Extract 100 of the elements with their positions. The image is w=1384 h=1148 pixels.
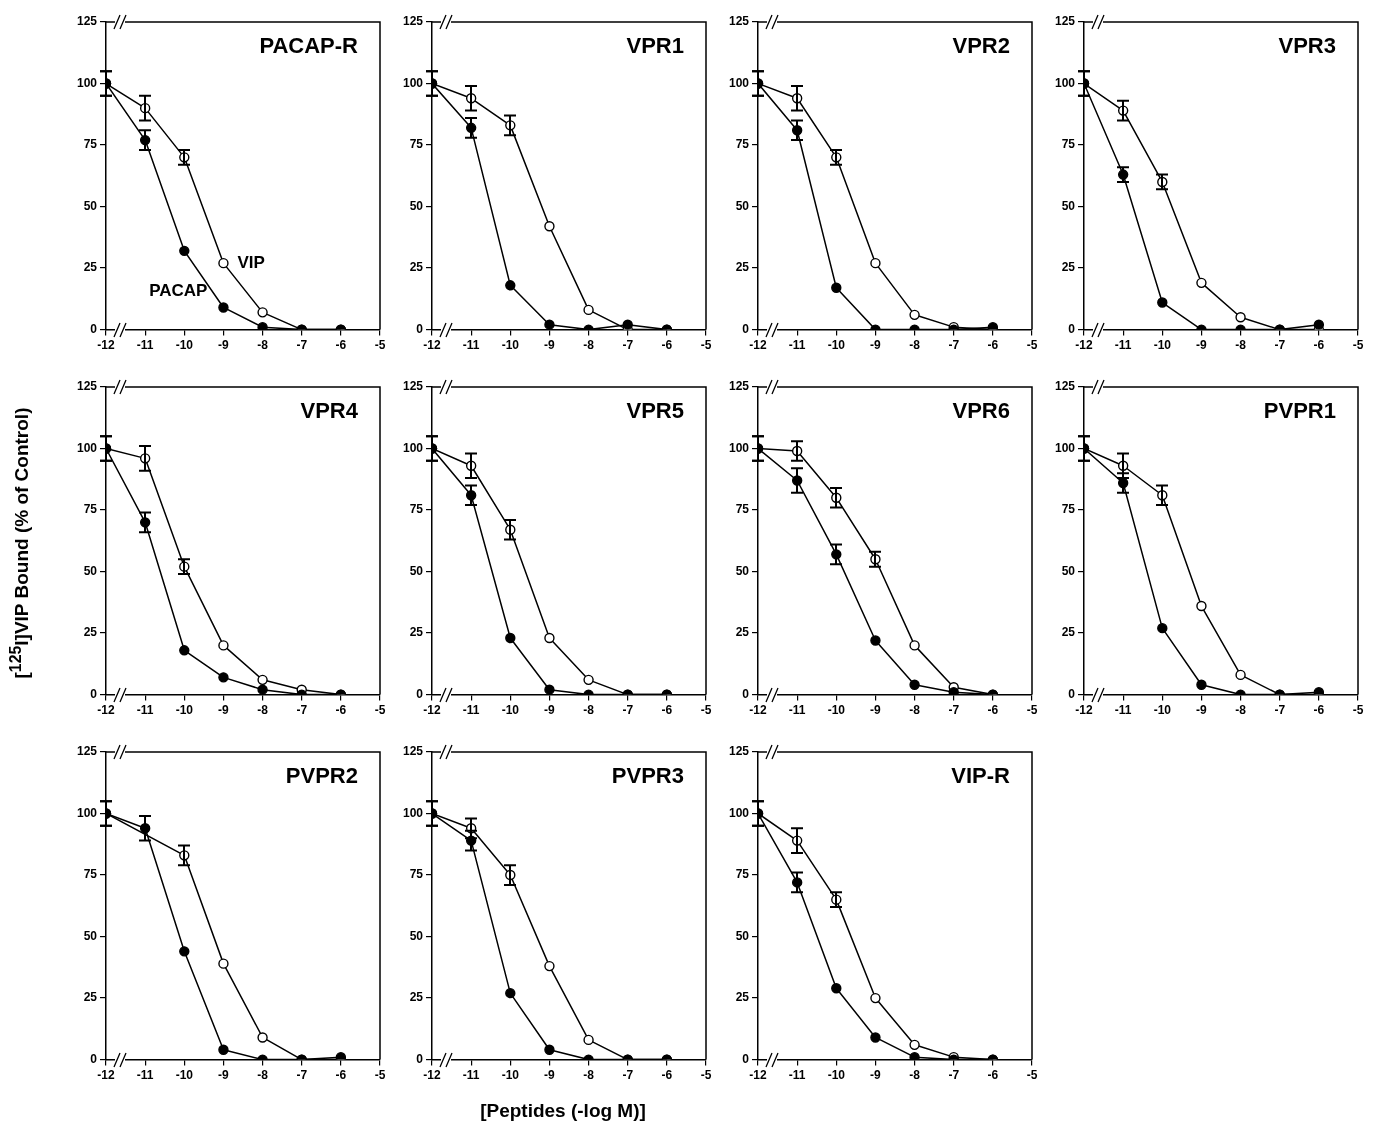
text: VPR2 <box>952 33 1010 59</box>
y-tick-label: 50 <box>83 198 98 213</box>
y-tick-label: 75 <box>409 867 424 882</box>
y-tick-label: 50 <box>735 198 750 213</box>
x-tick-label: -6 <box>1313 703 1325 718</box>
x-tick-label: -6 <box>335 338 347 353</box>
x-tick-label: -10 <box>175 338 194 353</box>
x-tick-label: -6 <box>661 338 673 353</box>
x-tick-label: -6 <box>987 703 999 718</box>
y-tick-label: 75 <box>735 137 750 152</box>
x-tick-label: -11 <box>788 1068 806 1083</box>
y-tick-label: 75 <box>735 867 750 882</box>
x-tick-label: -7 <box>948 703 960 718</box>
y-tick-label: 0 <box>742 321 750 336</box>
y-tick-label: 0 <box>90 321 98 336</box>
x-tick-label: -7 <box>622 1068 634 1083</box>
y-tick-label: 125 <box>402 744 424 759</box>
x-tick-label: -8 <box>583 1068 595 1083</box>
x-tick-label: -8 <box>1235 703 1247 718</box>
x-tick-label: -12 <box>749 1068 768 1083</box>
y-tick-label: 0 <box>416 321 424 336</box>
x-tick-label: -5 <box>1026 703 1038 718</box>
y-tick-label: 50 <box>735 928 750 943</box>
y-tick-label: 100 <box>76 440 98 455</box>
x-tick-label: -9 <box>218 1068 230 1083</box>
x-tick-label: -9 <box>544 703 556 718</box>
text: PVPR3 <box>611 763 684 789</box>
x-tick-label: -9 <box>544 1068 556 1083</box>
x-tick-label: -10 <box>175 1068 194 1083</box>
text: PVPR2 <box>285 763 358 789</box>
y-tick-label: 25 <box>409 990 424 1005</box>
x-tick-label: -11 <box>462 1068 480 1083</box>
x-tick-label: -6 <box>661 1068 673 1083</box>
y-tick-label: 50 <box>735 563 750 578</box>
x-tick-label: -11 <box>788 703 806 718</box>
x-tick-label: -11 <box>788 338 806 353</box>
y-tick-label: 25 <box>735 625 750 640</box>
x-tick-label: -12 <box>97 338 116 353</box>
x-tick-label: -10 <box>1153 338 1172 353</box>
y-tick-label: 125 <box>1054 14 1076 29</box>
x-tick-label: -6 <box>335 703 347 718</box>
x-tick-label: -7 <box>622 703 634 718</box>
y-tick-label: 25 <box>735 260 750 275</box>
x-tick-label: -11 <box>462 338 480 353</box>
x-tick-label: -6 <box>1313 338 1325 353</box>
x-tick-label: -5 <box>374 703 386 718</box>
x-tick-label: -9 <box>870 703 882 718</box>
y-tick-label: 75 <box>83 137 98 152</box>
y-tick-label: 50 <box>409 198 424 213</box>
text: VPR5 <box>626 398 684 424</box>
x-tick-label: -10 <box>827 338 846 353</box>
y-tick-label: 75 <box>83 867 98 882</box>
y-tick-label: 100 <box>402 805 424 820</box>
y-tick-label: 125 <box>728 744 750 759</box>
y-tick-label: 100 <box>1054 75 1076 90</box>
x-tick-label: -12 <box>423 703 442 718</box>
x-tick-label: -8 <box>909 703 921 718</box>
y-tick-label: 75 <box>409 137 424 152</box>
x-tick-label: -11 <box>1114 703 1132 718</box>
y-tick-label: 75 <box>1061 137 1076 152</box>
y-tick-label: 0 <box>1068 321 1076 336</box>
x-tick-label: -10 <box>501 338 520 353</box>
x-tick-label: -6 <box>987 338 999 353</box>
text: VIP-R <box>951 763 1011 789</box>
x-tick-label: -9 <box>1196 703 1208 718</box>
x-tick-label: -10 <box>501 1068 520 1083</box>
x-tick-label: -12 <box>749 338 768 353</box>
x-tick-label: -5 <box>374 1068 386 1083</box>
text: PACAP-R <box>259 33 359 59</box>
x-tick-label: -9 <box>218 338 230 353</box>
x-tick-label: -11 <box>462 703 480 718</box>
x-tick-label: -8 <box>583 338 595 353</box>
y-tick-label: 25 <box>83 260 98 275</box>
x-tick-label: -12 <box>97 703 116 718</box>
x-tick-label: -9 <box>1196 338 1208 353</box>
y-tick-label: 125 <box>76 744 98 759</box>
x-tick-label: -12 <box>423 1068 442 1083</box>
y-tick-label: 100 <box>728 440 750 455</box>
x-tick-label: -11 <box>136 1068 154 1083</box>
x-tick-label: -5 <box>1352 703 1364 718</box>
y-tick-label: 0 <box>416 1051 424 1066</box>
x-tick-label: -7 <box>1274 338 1286 353</box>
x-tick-label: -10 <box>1153 703 1172 718</box>
y-tick-label: 125 <box>76 379 98 394</box>
series-label: VIP <box>237 252 265 272</box>
y-tick-label: 25 <box>409 260 424 275</box>
x-tick-label: -12 <box>423 338 442 353</box>
x-tick-label: -11 <box>136 338 154 353</box>
x-tick-label: -5 <box>700 703 712 718</box>
y-tick-label: 100 <box>728 75 750 90</box>
x-axis-title: [Peptides (-log M)] <box>480 1100 646 1122</box>
x-tick-label: -7 <box>948 338 960 353</box>
y-tick-label: 50 <box>83 928 98 943</box>
x-tick-label: -9 <box>544 338 556 353</box>
y-tick-label: 25 <box>735 990 750 1005</box>
y-tick-label: 125 <box>1054 379 1076 394</box>
x-tick-label: -8 <box>909 338 921 353</box>
text: VPR4 <box>300 398 359 424</box>
y-tick-label: 0 <box>90 686 98 701</box>
x-tick-label: -11 <box>1114 338 1132 353</box>
